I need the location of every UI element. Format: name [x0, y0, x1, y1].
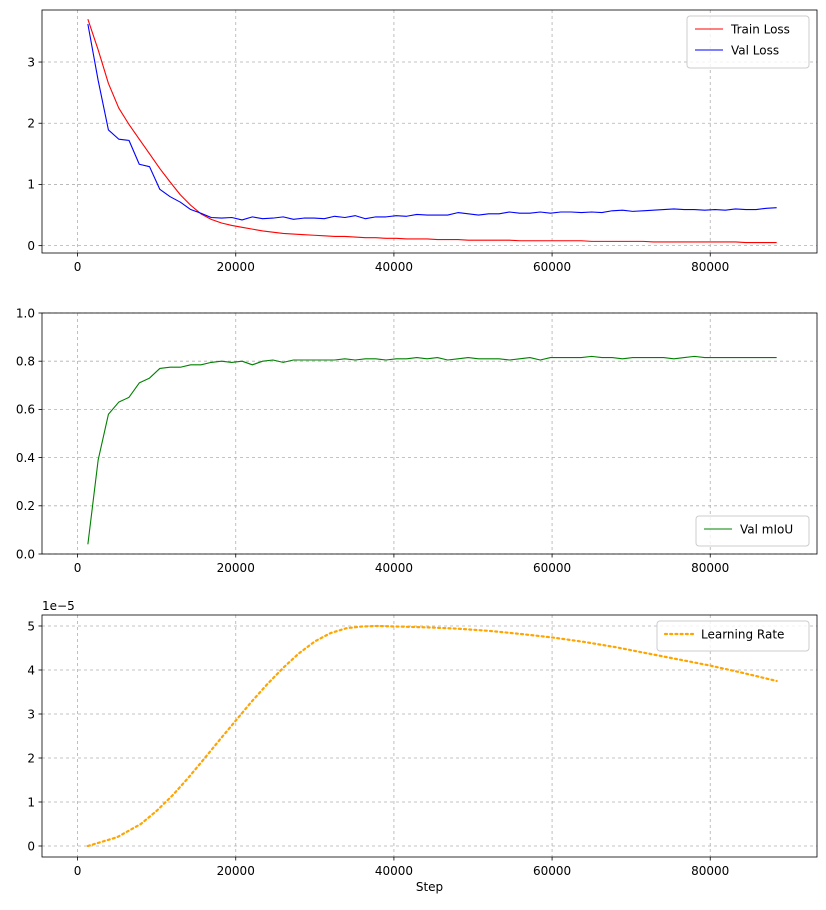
y-tick-label: 2	[27, 117, 35, 131]
legend: Val mIoU	[695, 515, 810, 547]
x-tick-label: 20000	[217, 864, 255, 878]
legend-label: Val Loss	[731, 43, 779, 57]
x-tick-label: 20000	[217, 260, 255, 274]
y-tick-label: 2	[27, 751, 35, 765]
axes-frame	[41, 9, 818, 254]
x-axis-label: Step	[416, 880, 443, 894]
x-tick-label: 0	[74, 561, 82, 575]
legend-box	[695, 515, 810, 547]
y-tick-label: 1	[27, 795, 35, 809]
y-offset-label: 1e−5	[42, 599, 75, 613]
legend: Learning Rate	[656, 620, 810, 652]
x-tick-label: 60000	[533, 561, 571, 575]
legend: Train Loss Val Loss	[686, 15, 810, 69]
x-tick-label: 0	[74, 260, 82, 274]
y-tick-label: 0	[27, 239, 35, 253]
x-tick-label: 60000	[533, 260, 571, 274]
x-tick-label: 20000	[217, 561, 255, 575]
x-tick-label: 80000	[691, 864, 729, 878]
legend-label: Train Loss	[730, 22, 790, 36]
y-tick-label: 1.0	[16, 306, 35, 320]
loss-panel: 0 20000 40000 60000 80000 0 1 2 3 Train Loss Val L…	[27, 9, 818, 274]
y-tick-label: 3	[27, 707, 35, 721]
x-tick-label: 60000	[533, 864, 571, 878]
x-tick-label: 0	[74, 864, 82, 878]
legend-box	[656, 620, 810, 652]
y-tick-label: 5	[27, 619, 35, 633]
series-line-train-loss	[87, 19, 777, 244]
axes-frame	[41, 312, 818, 555]
y-tick-label: 0.8	[16, 355, 35, 369]
x-tick-label: 80000	[691, 561, 729, 575]
learning-rate-panel: 0 20000 40000 60000 80000 0 1 2 3 4 5 1e−5 Step Learn…	[27, 599, 818, 894]
x-tick-label: 40000	[375, 864, 413, 878]
x-tick-label: 40000	[375, 260, 413, 274]
legend-label: Learning Rate	[701, 627, 784, 641]
x-tick-label: 40000	[375, 561, 413, 575]
y-tick-label: 0.6	[16, 403, 35, 417]
series-line-learning-rate	[86, 624, 778, 848]
y-tick-label: 0.0	[16, 547, 35, 561]
y-tick-label: 3	[27, 55, 35, 69]
y-tick-label: 0.2	[16, 499, 35, 513]
y-tick-label: 4	[27, 663, 35, 677]
series-line-val-loss	[87, 23, 777, 221]
legend-label: Val mIoU	[740, 522, 793, 536]
miou-panel: 0 20000 40000 60000 80000 0.0 0.2 0.4 0.6 0.8 1.0 V…	[16, 306, 818, 575]
axes-frame	[41, 614, 818, 858]
y-tick-label: 0	[27, 839, 35, 853]
x-tick-label: 80000	[691, 260, 729, 274]
y-tick-label: 0.4	[16, 451, 35, 465]
y-tick-label: 1	[27, 178, 35, 192]
series-line-val-miou	[87, 355, 777, 545]
